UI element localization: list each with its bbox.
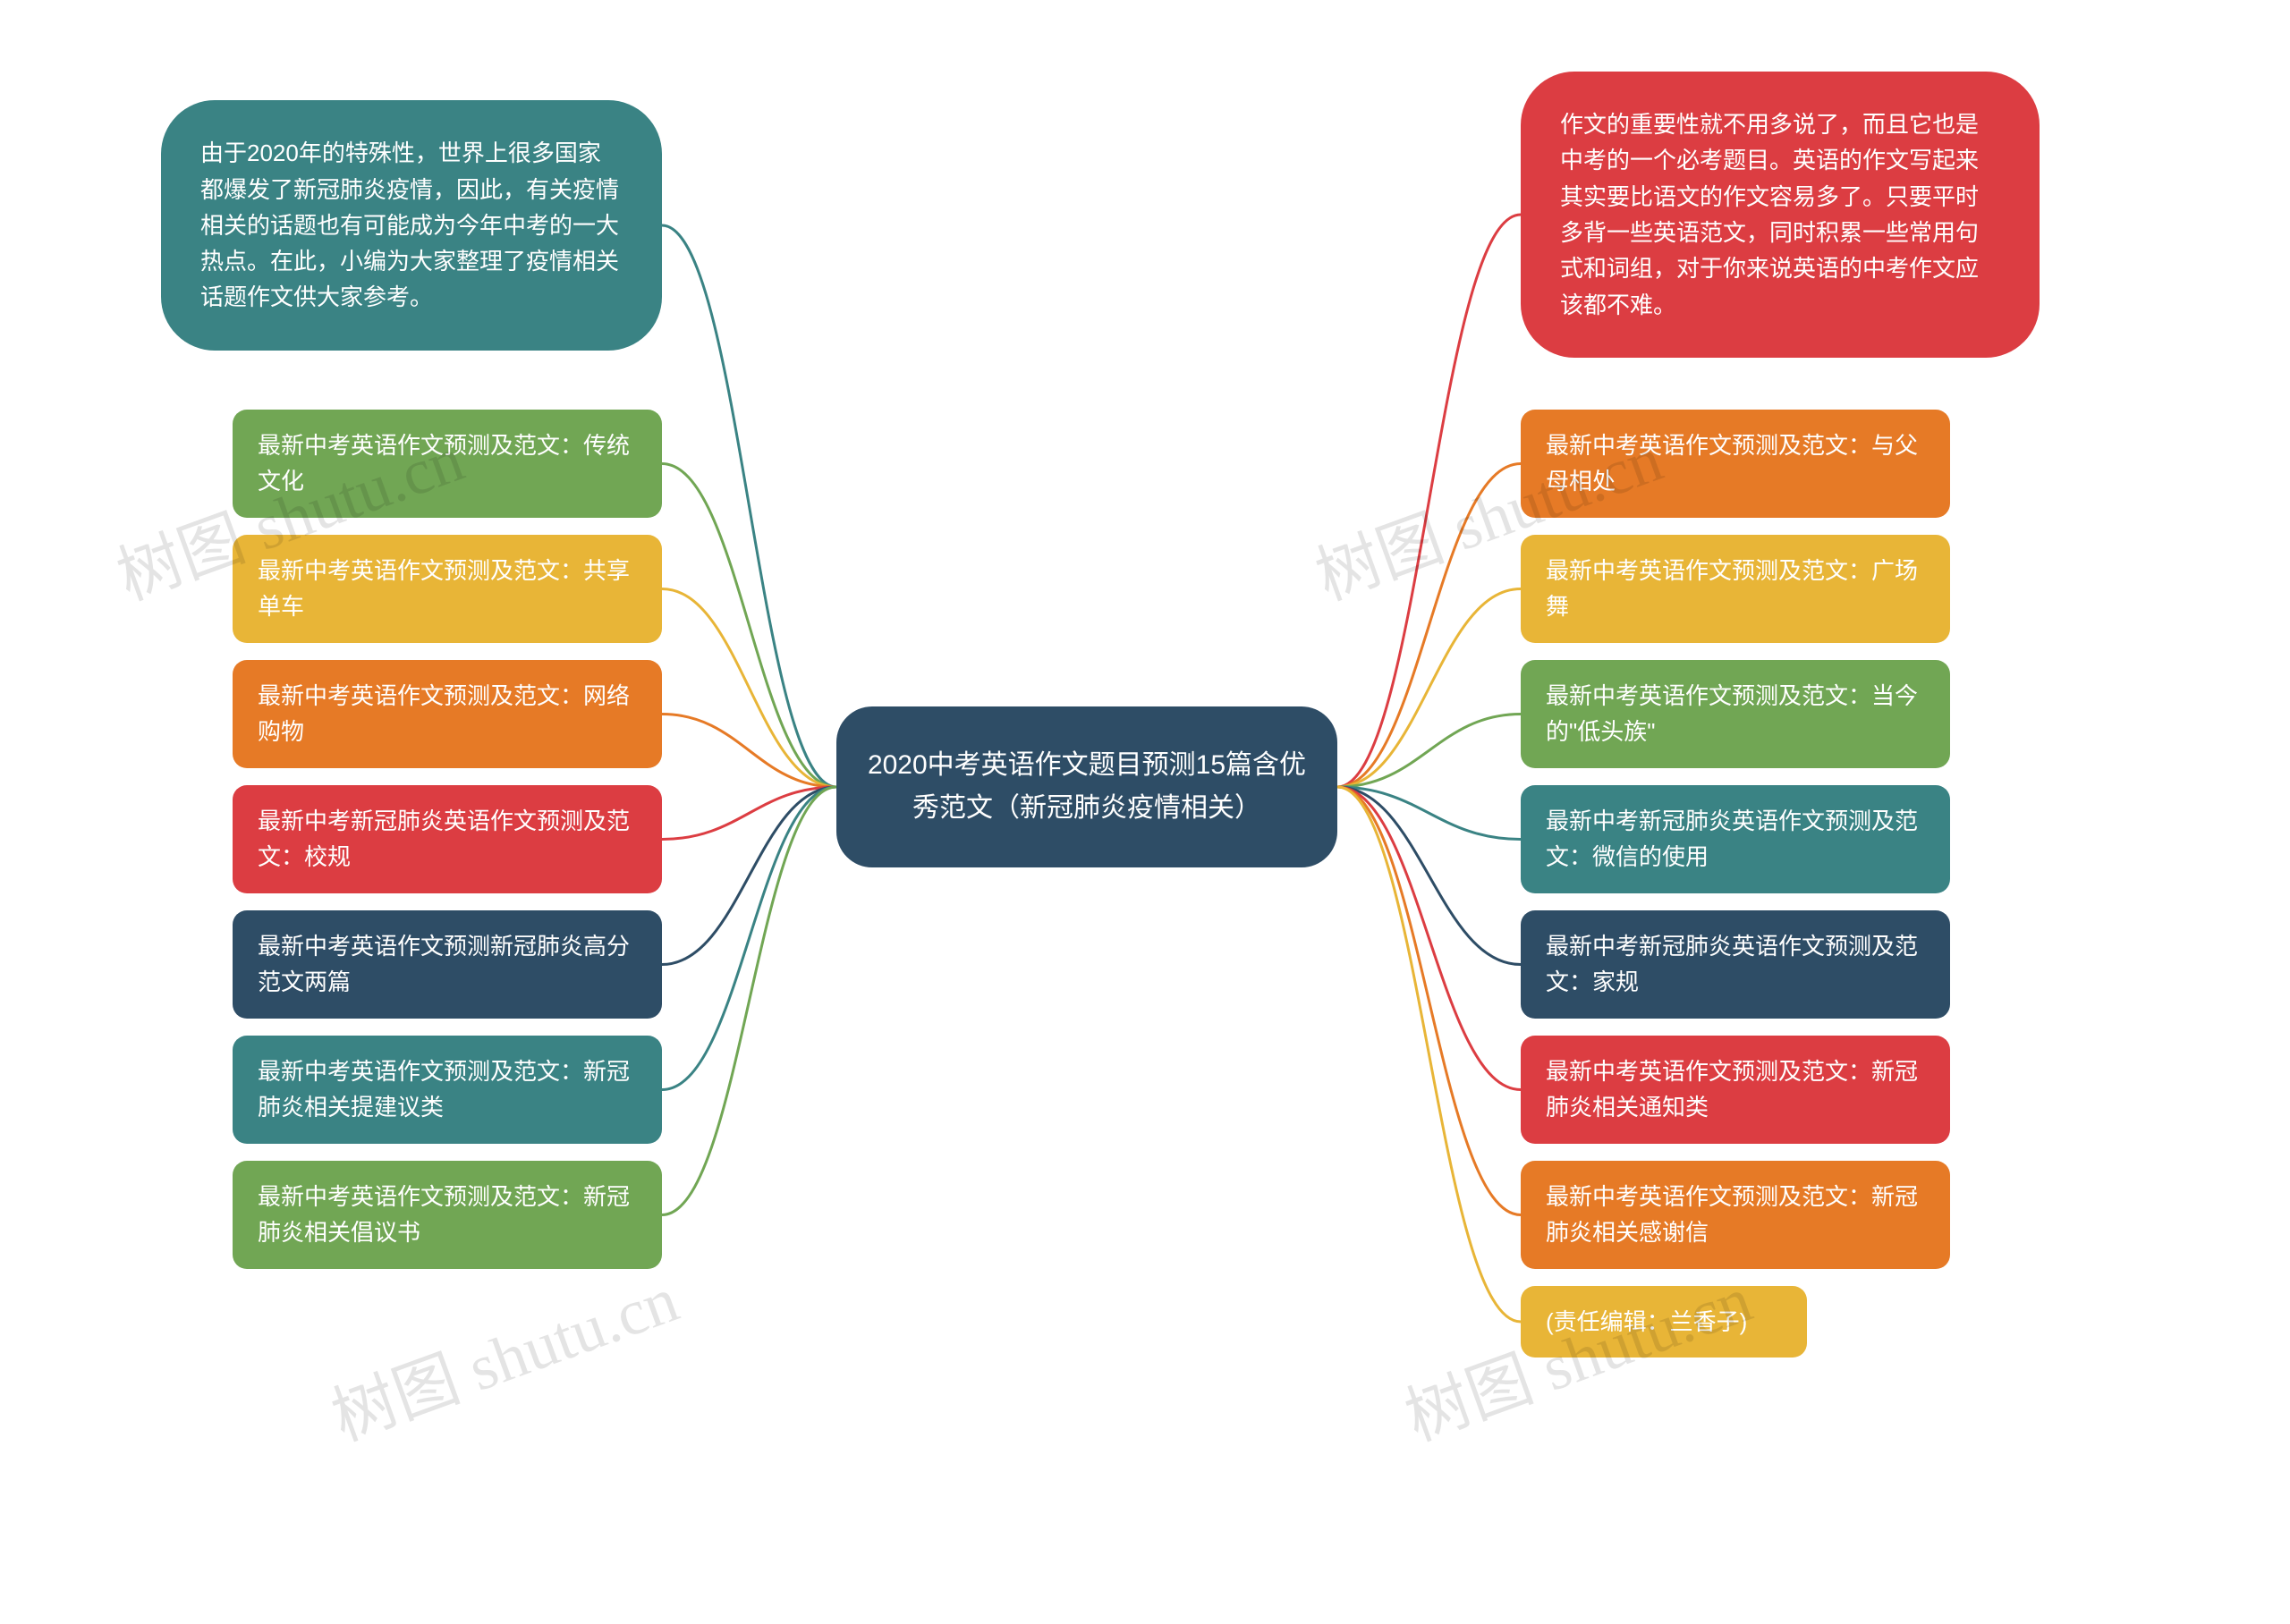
- right-node-1: 最新中考英语作文预测及范文：与父母相处: [1521, 410, 1950, 518]
- connector: [662, 787, 836, 1090]
- center-node: 2020中考英语作文题目预测15篇含优秀范文（新冠肺炎疫情相关）: [836, 706, 1337, 867]
- left-node-3: 最新中考英语作文预测及范文：网络购物: [233, 660, 662, 768]
- connector: [1337, 215, 1521, 787]
- connector: [662, 787, 836, 1215]
- connector: [662, 589, 836, 788]
- connector: [1337, 464, 1521, 788]
- connector: [1337, 787, 1521, 965]
- left-node-2: 最新中考英语作文预测及范文：共享单车: [233, 535, 662, 643]
- right-node-7: 最新中考英语作文预测及范文：新冠肺炎相关感谢信: [1521, 1161, 1950, 1269]
- connector: [662, 464, 836, 788]
- left-node-6: 最新中考英语作文预测及范文：新冠肺炎相关提建议类: [233, 1036, 662, 1144]
- connector: [662, 787, 836, 840]
- connector: [662, 787, 836, 965]
- right-node-4: 最新中考新冠肺炎英语作文预测及范文：微信的使用: [1521, 785, 1950, 893]
- connector: [1337, 787, 1521, 840]
- connector: [662, 225, 836, 787]
- right-node-0: 作文的重要性就不用多说了，而且它也是中考的一个必考题目。英语的作文写起来其实要比…: [1521, 72, 2040, 358]
- right-node-6: 最新中考英语作文预测及范文：新冠肺炎相关通知类: [1521, 1036, 1950, 1144]
- connector: [662, 715, 836, 788]
- connector: [1337, 589, 1521, 788]
- left-node-0: 由于2020年的特殊性，世界上很多国家都爆发了新冠肺炎疫情，因此，有关疫情相关的…: [161, 100, 662, 351]
- watermark-2: 树图 shutu.cn: [317, 1247, 689, 1459]
- connector: [1337, 715, 1521, 788]
- left-node-4: 最新中考新冠肺炎英语作文预测及范文：校规: [233, 785, 662, 893]
- connector: [1337, 787, 1521, 1215]
- left-node-7: 最新中考英语作文预测及范文：新冠肺炎相关倡议书: [233, 1161, 662, 1269]
- left-node-1: 最新中考英语作文预测及范文：传统文化: [233, 410, 662, 518]
- right-node-2: 最新中考英语作文预测及范文：广场舞: [1521, 535, 1950, 643]
- connector: [1337, 787, 1521, 1090]
- right-node-5: 最新中考新冠肺炎英语作文预测及范文：家规: [1521, 910, 1950, 1019]
- left-node-5: 最新中考英语作文预测新冠肺炎高分范文两篇: [233, 910, 662, 1019]
- right-node-8: (责任编辑：兰香子): [1521, 1286, 1807, 1358]
- connector: [1337, 787, 1521, 1322]
- right-node-3: 最新中考英语作文预测及范文：当今的"低头族": [1521, 660, 1950, 768]
- mindmap-canvas: 2020中考英语作文题目预测15篇含优秀范文（新冠肺炎疫情相关） 由于2020年的…: [0, 0, 2290, 1624]
